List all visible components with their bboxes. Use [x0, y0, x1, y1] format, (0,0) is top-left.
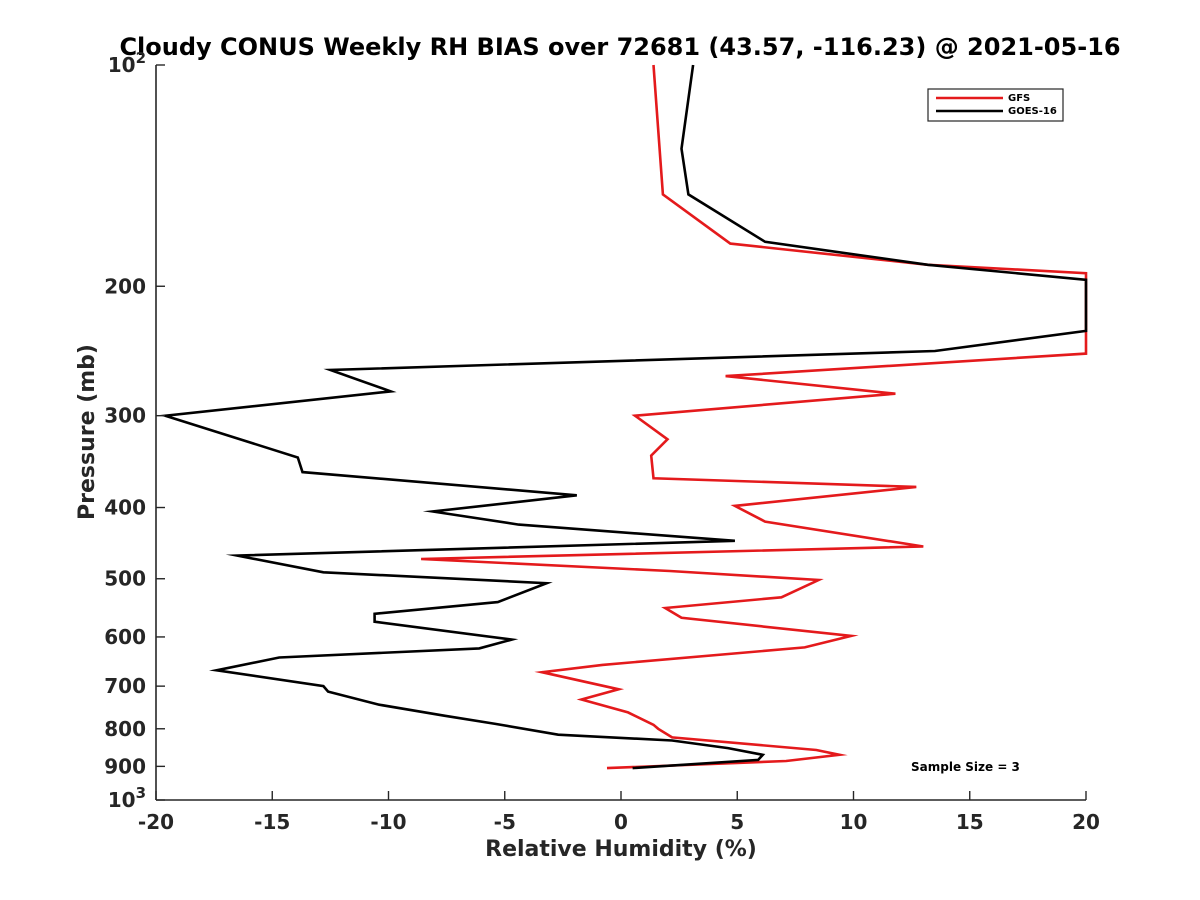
y-tick-label: 500 [104, 567, 146, 591]
chart-title: Cloudy CONUS Weekly RH BIAS over 72681 (… [119, 33, 1120, 61]
y-tick-label: 200 [104, 274, 146, 298]
y-tick-label: 102 [108, 49, 146, 77]
y-tick-label: 700 [104, 674, 146, 698]
x-tick-label: -5 [494, 810, 516, 834]
series-line-goes16 [158, 64, 1088, 770]
y-tick-label: 800 [104, 717, 146, 741]
x-tick-label: -10 [370, 810, 406, 834]
x-tick-label: 0 [614, 810, 628, 834]
x-axis-label: Relative Humidity (%) [485, 837, 757, 862]
y-tick-label: 103 [108, 784, 146, 812]
legend-box [927, 88, 1064, 122]
x-ticks: -20 -15 -10 -5 0 5 10 15 20 [138, 791, 1100, 834]
y-tick-label: 600 [104, 625, 146, 649]
x-tick-label: 10 [840, 810, 868, 834]
legend-label-goes16: GOES-16 [1008, 106, 1057, 117]
y-tick-label: 400 [104, 496, 146, 520]
y-ticks: 102 200 300 400 500 600 700 800 900 103 [104, 49, 165, 812]
x-tick-label: -20 [138, 810, 174, 834]
x-tick-label: 15 [956, 810, 984, 834]
series-layer [158, 64, 1088, 770]
x-tick-label: -15 [254, 810, 290, 834]
sample-size-annotation: Sample Size = 3 [911, 760, 1020, 774]
x-tick-label: 5 [730, 810, 744, 834]
y-tick-label: 900 [104, 754, 146, 778]
series-line-gfs [421, 64, 1088, 770]
y-tick-label: 300 [104, 404, 146, 428]
legend-label-gfs: GFS [1008, 93, 1030, 104]
y-axis-label: Pressure (mb) [75, 344, 100, 520]
x-tick-label: 20 [1072, 810, 1100, 834]
legend: GFS GOES-16 [927, 88, 1064, 122]
